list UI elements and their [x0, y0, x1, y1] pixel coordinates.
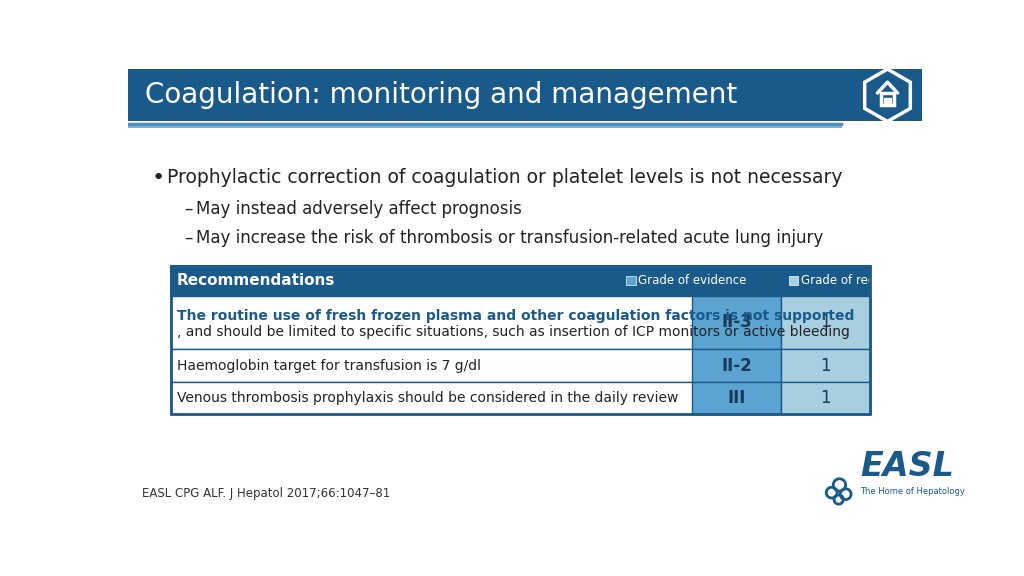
FancyBboxPatch shape: [781, 295, 870, 350]
Text: Venous thrombosis prophylaxis should be considered in the daily review: Venous thrombosis prophylaxis should be …: [177, 391, 678, 405]
FancyBboxPatch shape: [128, 69, 922, 122]
Polygon shape: [864, 69, 910, 122]
Text: EASL: EASL: [860, 450, 954, 483]
Text: 1: 1: [820, 313, 831, 331]
Text: 1: 1: [820, 389, 831, 407]
Text: Grade of evidence: Grade of evidence: [638, 274, 746, 287]
FancyBboxPatch shape: [627, 276, 636, 286]
FancyBboxPatch shape: [692, 382, 781, 414]
FancyBboxPatch shape: [692, 350, 781, 382]
Text: Grade of recommendation: Grade of recommendation: [801, 274, 956, 287]
Text: May increase the risk of thrombosis or transfusion-related acute lung injury: May increase the risk of thrombosis or t…: [197, 229, 823, 247]
Text: –: –: [183, 200, 193, 218]
Text: The routine use of fresh frozen plasma and other coagulation factors is not supp: The routine use of fresh frozen plasma a…: [177, 309, 854, 323]
Text: Haemoglobin target for transfusion is 7 g/dl: Haemoglobin target for transfusion is 7 …: [177, 359, 481, 373]
Text: May instead adversely affect prognosis: May instead adversely affect prognosis: [197, 200, 522, 218]
Text: II-2: II-2: [721, 357, 753, 374]
Text: 1: 1: [820, 357, 831, 374]
Text: Coagulation: monitoring and management: Coagulation: monitoring and management: [145, 81, 737, 109]
FancyBboxPatch shape: [885, 97, 891, 105]
FancyBboxPatch shape: [171, 266, 870, 295]
FancyBboxPatch shape: [171, 295, 870, 350]
Text: , and should be limited to specific situations, such as insertion of ICP monitor: , and should be limited to specific situ…: [177, 325, 850, 339]
FancyBboxPatch shape: [171, 350, 870, 382]
FancyBboxPatch shape: [781, 382, 870, 414]
FancyBboxPatch shape: [692, 295, 781, 350]
Text: Recommendations: Recommendations: [177, 274, 335, 289]
FancyBboxPatch shape: [171, 382, 870, 414]
Text: EASL CPG ALF. J Hepatol 2017;66:1047–81: EASL CPG ALF. J Hepatol 2017;66:1047–81: [142, 487, 390, 501]
Text: •: •: [152, 168, 165, 188]
FancyBboxPatch shape: [790, 276, 799, 286]
FancyBboxPatch shape: [781, 350, 870, 382]
Text: Prophylactic correction of coagulation or platelet levels is not necessary: Prophylactic correction of coagulation o…: [167, 168, 843, 187]
Text: III: III: [728, 389, 745, 407]
Text: II-3: II-3: [721, 313, 753, 331]
Text: The Home of Hepatology: The Home of Hepatology: [860, 487, 966, 496]
Text: –: –: [183, 229, 193, 247]
